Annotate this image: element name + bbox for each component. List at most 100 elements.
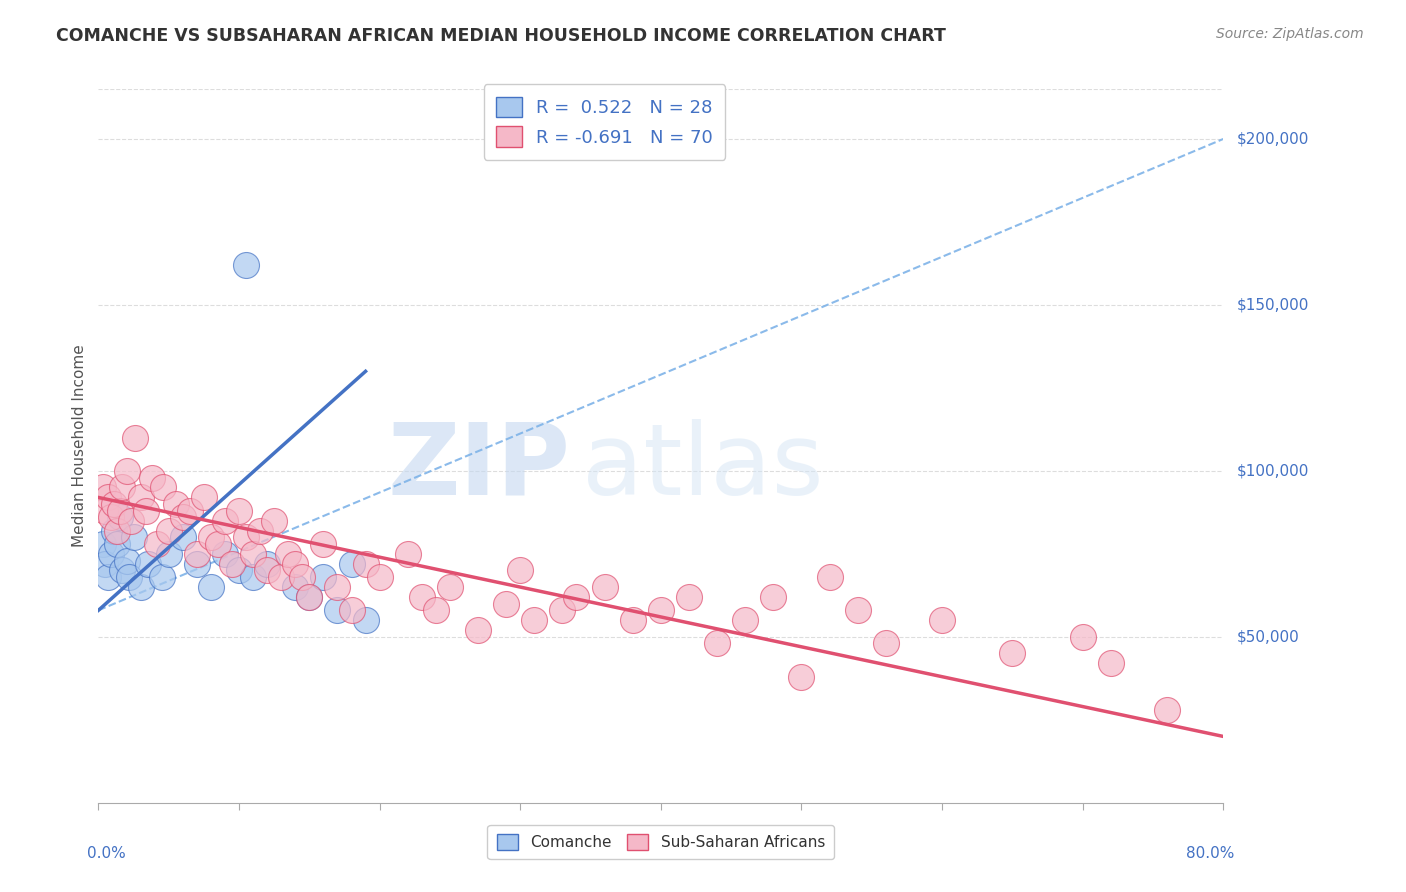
Point bbox=[242, 570, 264, 584]
Point bbox=[94, 557, 117, 571]
Point bbox=[124, 431, 146, 445]
Point bbox=[97, 570, 120, 584]
Point bbox=[214, 547, 236, 561]
Point bbox=[762, 590, 785, 604]
Point bbox=[152, 481, 174, 495]
Point bbox=[172, 510, 194, 524]
Point bbox=[284, 557, 307, 571]
Point bbox=[115, 464, 138, 478]
Point bbox=[875, 636, 897, 650]
Point bbox=[411, 590, 433, 604]
Point bbox=[235, 530, 257, 544]
Text: $150,000: $150,000 bbox=[1237, 297, 1309, 312]
Point bbox=[312, 537, 335, 551]
Text: ZIP: ZIP bbox=[388, 419, 571, 516]
Point bbox=[706, 636, 728, 650]
Point bbox=[270, 570, 292, 584]
Point bbox=[100, 510, 122, 524]
Point bbox=[1099, 657, 1122, 671]
Point bbox=[298, 590, 321, 604]
Point bbox=[105, 537, 128, 551]
Legend: Comanche, Sub-Saharan Africans: Comanche, Sub-Saharan Africans bbox=[488, 825, 834, 859]
Point bbox=[242, 547, 264, 561]
Point bbox=[157, 547, 180, 561]
Point bbox=[115, 553, 138, 567]
Point bbox=[846, 603, 869, 617]
Point bbox=[129, 491, 152, 505]
Point bbox=[111, 564, 134, 578]
Point bbox=[1071, 630, 1094, 644]
Point bbox=[326, 603, 349, 617]
Text: 0.0%: 0.0% bbox=[87, 846, 127, 861]
Y-axis label: Median Household Income: Median Household Income bbox=[72, 344, 87, 548]
Point bbox=[235, 258, 257, 272]
Point bbox=[200, 580, 222, 594]
Point bbox=[593, 580, 616, 594]
Point bbox=[284, 580, 307, 594]
Text: $50,000: $50,000 bbox=[1237, 630, 1301, 644]
Point bbox=[118, 570, 141, 584]
Point bbox=[97, 491, 120, 505]
Point bbox=[467, 624, 489, 638]
Text: atlas: atlas bbox=[582, 419, 824, 516]
Point bbox=[734, 613, 756, 627]
Point bbox=[111, 481, 134, 495]
Point bbox=[340, 603, 363, 617]
Point bbox=[818, 570, 841, 584]
Point bbox=[103, 524, 125, 538]
Point bbox=[650, 603, 672, 617]
Point bbox=[165, 497, 187, 511]
Point bbox=[256, 557, 278, 571]
Point bbox=[425, 603, 447, 617]
Point bbox=[277, 547, 299, 561]
Point bbox=[439, 580, 461, 594]
Point bbox=[207, 537, 229, 551]
Point bbox=[509, 564, 531, 578]
Point bbox=[228, 564, 250, 578]
Point bbox=[523, 613, 546, 627]
Point bbox=[94, 504, 117, 518]
Point bbox=[135, 504, 157, 518]
Point bbox=[129, 580, 152, 594]
Text: 80.0%: 80.0% bbox=[1187, 846, 1234, 861]
Point bbox=[298, 590, 321, 604]
Point bbox=[100, 547, 122, 561]
Point bbox=[193, 491, 215, 505]
Point bbox=[354, 613, 377, 627]
Point bbox=[396, 547, 419, 561]
Point bbox=[186, 557, 208, 571]
Point bbox=[678, 590, 700, 604]
Text: $100,000: $100,000 bbox=[1237, 463, 1309, 478]
Point bbox=[103, 497, 125, 511]
Point bbox=[179, 504, 201, 518]
Point bbox=[1001, 647, 1024, 661]
Point bbox=[120, 514, 142, 528]
Point bbox=[256, 564, 278, 578]
Point bbox=[249, 524, 271, 538]
Point bbox=[263, 514, 285, 528]
Point bbox=[291, 570, 314, 584]
Text: COMANCHE VS SUBSAHARAN AFRICAN MEDIAN HOUSEHOLD INCOME CORRELATION CHART: COMANCHE VS SUBSAHARAN AFRICAN MEDIAN HO… bbox=[56, 27, 946, 45]
Point bbox=[214, 514, 236, 528]
Point bbox=[157, 524, 180, 538]
Point bbox=[326, 580, 349, 594]
Point bbox=[495, 597, 517, 611]
Point bbox=[91, 537, 114, 551]
Point bbox=[146, 537, 169, 551]
Point bbox=[565, 590, 588, 604]
Point bbox=[91, 481, 114, 495]
Point bbox=[790, 670, 813, 684]
Point bbox=[122, 530, 145, 544]
Point bbox=[354, 557, 377, 571]
Point bbox=[621, 613, 644, 627]
Point bbox=[141, 470, 163, 484]
Point bbox=[368, 570, 391, 584]
Text: Source: ZipAtlas.com: Source: ZipAtlas.com bbox=[1216, 27, 1364, 41]
Point bbox=[931, 613, 953, 627]
Point bbox=[200, 530, 222, 544]
Point bbox=[105, 524, 128, 538]
Point bbox=[108, 510, 131, 524]
Point bbox=[136, 557, 159, 571]
Point bbox=[108, 504, 131, 518]
Point bbox=[186, 547, 208, 561]
